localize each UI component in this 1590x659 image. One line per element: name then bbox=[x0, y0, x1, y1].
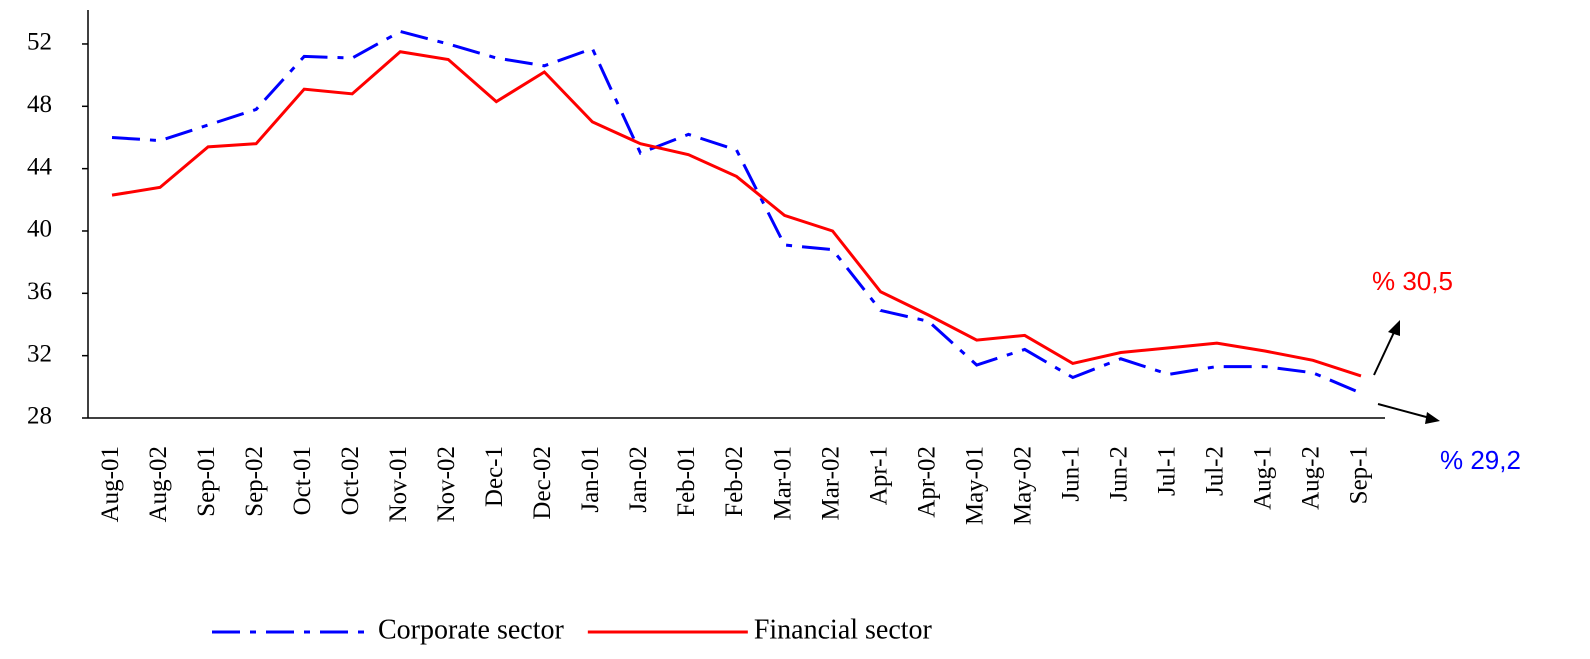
annotation: % 30,5 bbox=[1372, 266, 1453, 296]
arrow bbox=[1377, 403, 1431, 419]
x-tick-label: Feb-01 bbox=[673, 446, 700, 517]
x-tick-label: Jul-1 bbox=[1154, 446, 1181, 496]
y-tick-label: 44 bbox=[27, 153, 53, 180]
x-tick-label: Nov-02 bbox=[433, 446, 460, 522]
x-tick-label: Jun-1 bbox=[1057, 446, 1084, 502]
x-tick-label: Mar-02 bbox=[817, 446, 844, 520]
y-tick-label: 48 bbox=[27, 91, 52, 118]
line-series bbox=[111, 50, 1362, 378]
arrow-head bbox=[1388, 320, 1400, 336]
x-tick-label: Apr-02 bbox=[913, 446, 940, 518]
x-tick-label: Sep-1 bbox=[1346, 446, 1373, 504]
x-tick-label: Jun-2 bbox=[1106, 446, 1133, 502]
legend-label: Financial sector bbox=[754, 614, 933, 645]
y-tick-label: 32 bbox=[27, 340, 52, 367]
x-tick-label: Jul-2 bbox=[1202, 446, 1229, 496]
x-tick-label: May-01 bbox=[961, 446, 988, 525]
y-tick-label: 52 bbox=[27, 29, 52, 56]
x-tick-label: Aug-1 bbox=[1250, 446, 1277, 510]
x-tick-label: Aug-01 bbox=[97, 446, 124, 522]
x-tick-label: Aug-2 bbox=[1298, 446, 1325, 510]
x-tick-label: May-02 bbox=[1009, 446, 1036, 525]
x-tick-label: Dec-02 bbox=[529, 446, 556, 520]
legend-label: Corporate sector bbox=[378, 614, 564, 645]
line-series bbox=[111, 29, 1362, 395]
annotation: % 29,2 bbox=[1440, 445, 1521, 475]
arrow-head bbox=[1425, 412, 1440, 424]
x-tick-label: Jan-02 bbox=[625, 446, 652, 513]
x-tick-label: Mar-01 bbox=[769, 446, 796, 520]
x-tick-label: Oct-01 bbox=[289, 446, 316, 515]
arrow bbox=[1373, 327, 1397, 376]
x-tick-label: Sep-01 bbox=[193, 446, 220, 517]
x-tick-label: Apr-1 bbox=[865, 446, 892, 505]
y-tick-label: 40 bbox=[27, 216, 52, 243]
x-tick-label: Sep-02 bbox=[241, 446, 268, 517]
x-tick-label: Nov-01 bbox=[385, 446, 412, 522]
x-tick-label: Dec-1 bbox=[481, 446, 508, 507]
x-tick-label: Aug-02 bbox=[145, 446, 172, 522]
y-tick-label: 28 bbox=[27, 403, 52, 430]
x-tick-label: Jan-01 bbox=[577, 446, 604, 513]
x-tick-label: Oct-02 bbox=[337, 446, 364, 515]
y-tick-label: 36 bbox=[27, 278, 52, 305]
x-tick-label: Feb-02 bbox=[721, 446, 748, 517]
